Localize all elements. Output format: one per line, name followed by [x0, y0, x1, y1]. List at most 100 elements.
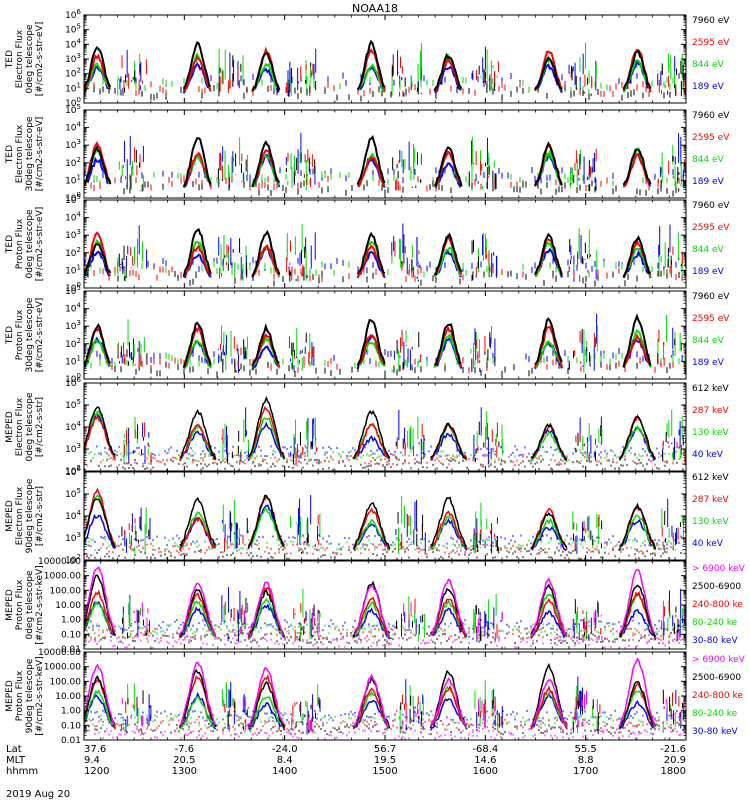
data-mark — [182, 321, 212, 368]
data-mark — [357, 155, 386, 188]
data-mark — [622, 313, 652, 368]
data-mark — [183, 151, 212, 187]
data-mark — [247, 504, 285, 550]
y-axis-label: 0deg telescope — [25, 392, 35, 462]
legend-entry: 130 keV — [692, 428, 729, 438]
data-mark — [247, 421, 285, 461]
series-2595-ev — [84, 46, 686, 98]
panel-4-data — [84, 313, 686, 378]
data-mark — [433, 246, 462, 278]
y-tick-label: 102 — [65, 464, 81, 477]
y-axis-label: TED — [5, 326, 15, 345]
data-mark — [352, 409, 391, 460]
panel-4: 100 101 102 103 104 105 TED Proton Flux 30deg te… — [5, 284, 730, 385]
legend-entry: 2595 eV — [692, 223, 730, 233]
panel-2-data — [84, 132, 686, 197]
legend-entry: 2595 eV — [692, 314, 730, 324]
legend-entry: 7960 eV — [692, 16, 730, 26]
data-mark — [182, 137, 212, 188]
legend-entry: 844 eV — [692, 245, 725, 255]
legend-entry: 287 keV — [692, 406, 729, 416]
y-tick-label: 104 — [65, 211, 81, 224]
data-mark — [179, 516, 217, 551]
data-mark — [182, 227, 212, 277]
data-mark — [356, 63, 386, 93]
data-mark — [247, 395, 286, 459]
y-axis-label: Proton Flux — [15, 218, 25, 269]
data-mark — [356, 244, 386, 279]
data-mark — [534, 55, 563, 91]
y-tick-label: 105 — [65, 284, 81, 297]
data-mark — [429, 422, 468, 460]
y-tick-label: 103 — [65, 442, 81, 455]
y-tick-label: 103 — [65, 138, 81, 151]
series-2595-ev — [84, 141, 686, 192]
data-mark — [534, 232, 563, 276]
data-mark — [618, 426, 656, 461]
legend-entry: 2595 eV — [692, 38, 730, 48]
series-844-ev — [84, 42, 683, 97]
y-tick-label: 105 — [65, 193, 81, 206]
data-mark — [251, 229, 281, 277]
panel-3: 100 101 102 103 104 105 TED Proton Flux 0deg tel… — [5, 193, 730, 294]
data-mark — [356, 39, 386, 90]
y-axis-label: 30deg telescope — [25, 116, 35, 191]
y-axis-label: TED — [5, 235, 15, 254]
data-mark — [434, 325, 463, 368]
legend-entry: 844 eV — [692, 336, 725, 346]
data-mark — [530, 517, 568, 550]
data-mark — [433, 232, 463, 276]
data-mark — [353, 502, 391, 550]
data-mark — [533, 141, 563, 186]
data-mark — [247, 508, 285, 548]
data-mark — [433, 52, 463, 92]
y-tick-label: 103 — [65, 319, 81, 332]
data-mark — [622, 235, 651, 278]
y-tick-label: 101 — [65, 173, 81, 186]
panel-5-data — [84, 395, 686, 471]
panel-1-data — [84, 39, 686, 102]
panel-7: 0.010.101.0010.00100.001000.0010000.00ME… — [5, 557, 746, 655]
y-tick-label: 103 — [65, 228, 81, 241]
legend-entry: 844 eV — [692, 60, 725, 70]
series-612-kev — [84, 395, 684, 471]
figure-title: NOAA18 — [352, 2, 398, 15]
y-tick-label: 101 — [65, 81, 81, 94]
y-axis-label: [#/cm2-s-str-eV] — [35, 298, 45, 373]
data-mark — [623, 249, 652, 279]
y-tick-label: 100 — [65, 372, 81, 385]
y-axis-label: [#/cm2-s-str-eV] — [35, 117, 45, 192]
series-287-kev — [84, 487, 686, 556]
data-mark — [247, 494, 285, 549]
data-mark — [622, 148, 652, 186]
legend-entry: 189 eV — [692, 358, 725, 368]
data-mark — [530, 508, 568, 551]
legend-entry: 189 eV — [692, 82, 725, 92]
data-mark — [251, 323, 280, 367]
data-mark — [183, 243, 212, 277]
legend-entry: 7960 eV — [692, 201, 730, 211]
data-mark — [530, 430, 568, 463]
y-axis-label: Electron Flux — [15, 397, 25, 456]
data-mark — [251, 140, 281, 188]
legend-entry: 844 eV — [692, 155, 725, 165]
y-axis-label: 90deg telescope — [25, 478, 35, 553]
y-axis-label: [#/cm2-s-str] — [35, 397, 45, 457]
panel-3-data — [84, 223, 686, 287]
y-tick-label: 104 — [65, 420, 81, 433]
data-mark — [179, 409, 217, 460]
y-axis-label: [#/cm2-s-str-eV] — [35, 207, 45, 282]
data-mark — [618, 415, 656, 461]
legend-entry: 612 keV — [692, 384, 729, 394]
series-40-kev — [84, 495, 686, 554]
y-axis-label: 0deg telescope — [25, 209, 35, 279]
y-axis-label: MEPED — [5, 411, 15, 443]
y-tick-label: 105 — [65, 487, 81, 500]
data-mark — [356, 333, 386, 367]
data-mark — [356, 231, 386, 275]
data-mark — [353, 518, 391, 551]
legend-entry: 40 keV — [692, 539, 724, 549]
y-axis-label: Proton Flux — [15, 309, 25, 360]
y-tick-label: 104 — [65, 121, 81, 134]
